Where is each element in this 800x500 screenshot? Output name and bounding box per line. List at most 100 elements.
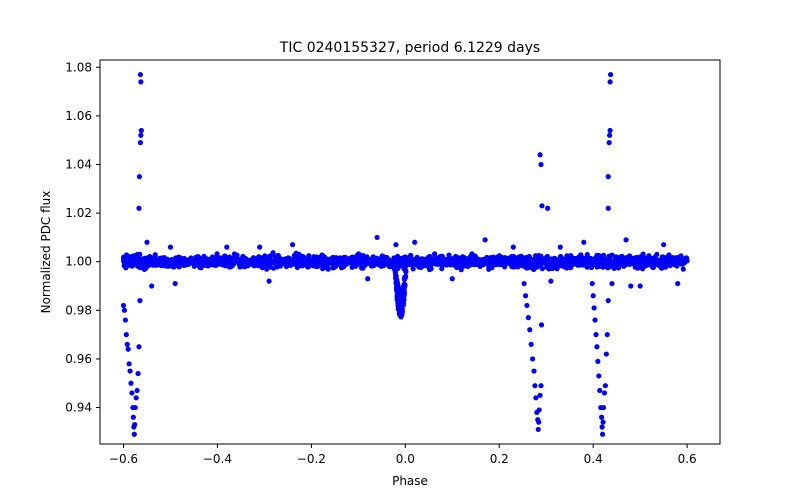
baseline-point [190,256,196,263]
dip-point [397,312,403,318]
drop-point [536,407,542,413]
drop-point [120,302,127,309]
y-tick-label: 0.98 [65,303,92,317]
baseline-point [619,253,625,259]
drop-point [599,414,605,420]
drop-point [604,332,610,338]
baseline-point [306,253,312,259]
baseline-point [165,263,171,269]
baseline-point [503,258,509,264]
drop-point [528,341,534,347]
baseline-point [182,258,188,264]
baseline-point [596,262,602,268]
baseline-point [614,263,620,270]
baseline-point [478,259,484,265]
baseline-point [150,262,156,268]
drop-point [136,344,142,350]
drop-point [600,419,606,425]
baseline-point [609,280,615,287]
baseline-point [131,256,137,262]
baseline-point [494,258,500,264]
baseline-point [458,259,464,265]
drop-point [538,322,545,328]
baseline-point [259,265,265,271]
drop-point [130,414,136,420]
spike-point [606,140,612,146]
baseline-point [275,254,282,260]
baseline-point [632,264,638,270]
y-tick-label: 0.94 [65,401,92,415]
baseline-point [291,253,297,259]
baseline-point [156,260,162,266]
baseline-point [510,244,516,250]
chart-title: TIC 0240155327, period 6.1229 days [279,40,540,56]
baseline-point [172,263,178,269]
dip-point [401,294,407,300]
drop-point [599,424,605,430]
drop-point [134,387,140,394]
baseline-point [399,260,405,267]
baseline-point [330,262,336,269]
baseline-point [447,261,453,268]
baseline-point [125,261,131,267]
y-tick-label: 1.06 [65,109,92,123]
baseline-point [551,264,557,270]
baseline-point [449,276,455,282]
baseline-point [678,253,684,259]
baseline-point [557,260,563,266]
spike-point [605,174,611,180]
drop-point [596,373,602,379]
baseline-point [655,257,661,263]
baseline-point [482,237,488,243]
baseline-point [679,260,685,266]
baseline-point [412,239,418,245]
baseline-point [121,258,127,264]
baseline-point [675,280,681,287]
drop-point [537,392,543,398]
baseline-point [458,255,465,261]
dip-point [394,277,400,283]
drop-point [132,421,138,428]
drop-point [525,315,531,321]
baseline-point [289,242,296,248]
drop-point [133,395,139,401]
drop-point [129,390,135,396]
spike-point [137,71,143,78]
baseline-point [217,257,223,263]
baseline-point [204,259,210,265]
x-tick-label: 0.0 [396,452,415,466]
baseline-point [200,262,206,268]
baseline-point [650,261,656,267]
baseline-point [648,257,654,263]
baseline-point [255,263,261,269]
baseline-point [266,264,273,270]
baseline-point [324,256,330,262]
baseline-point [605,265,611,271]
baseline-point [446,252,452,258]
drop-point [592,317,598,323]
baseline-point [152,252,158,258]
spike-point [138,132,144,138]
baseline-point [600,264,606,270]
drop-point [126,361,132,367]
baseline-point [584,255,590,261]
baseline-point [522,259,528,265]
x-axis-label: Phase [392,474,428,488]
baseline-point [637,283,643,289]
baseline-point [557,244,563,250]
baseline-point [172,257,178,263]
baseline-point [146,261,152,268]
baseline-point [396,255,403,261]
drop-point [590,293,596,299]
baseline-point [224,244,230,250]
baseline-point [489,255,495,261]
drop-point [532,383,538,389]
baseline-point [471,256,477,262]
data-points [120,71,690,437]
y-tick-label: 1.00 [65,255,92,269]
baseline-point [353,262,359,268]
spike-point [538,161,544,168]
x-tick-label: 0.2 [490,452,509,466]
spike-point [607,132,613,138]
